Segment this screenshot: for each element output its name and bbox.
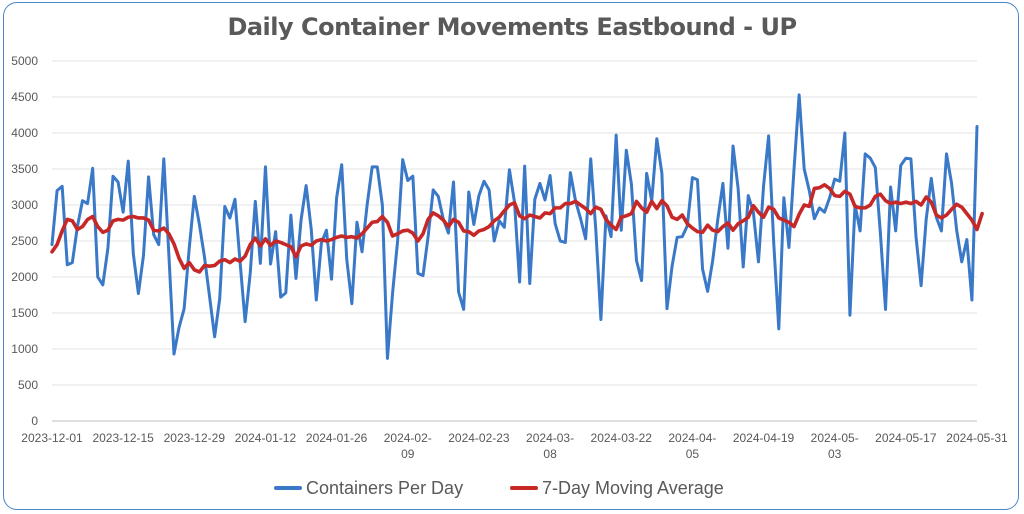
- x-tick-label: 2023-12-29: [164, 431, 226, 445]
- series-line-moving-average: [50, 183, 984, 274]
- series-line-containers-per-day: [50, 93, 979, 360]
- x-tick-label: 2024-03-08: [526, 431, 574, 461]
- chart-title: Daily Container Movements Eastbound - UP: [227, 13, 797, 41]
- x-tick-label: 2023-12-15: [92, 431, 154, 445]
- y-tick-label: 1000: [11, 342, 38, 356]
- x-tick-label: 2024-05-17: [875, 431, 937, 445]
- y-tick-label: 4000: [11, 126, 38, 140]
- y-tick-label: 1500: [11, 306, 38, 320]
- legend-label: 7-Day Moving Average: [542, 478, 724, 498]
- y-tick-label: 4500: [11, 90, 38, 104]
- y-tick-label: 500: [18, 378, 38, 392]
- y-tick-label: 2000: [11, 270, 38, 284]
- x-tick-label: 2024-02-09: [384, 431, 432, 461]
- x-tick-label: 2024-01-26: [306, 431, 368, 445]
- x-tick-label: 2024-04-19: [733, 431, 795, 445]
- y-tick-label: 2500: [11, 234, 38, 248]
- y-tick-label: 0: [31, 414, 38, 428]
- x-tick-label: 2024-05-31: [946, 431, 1008, 445]
- x-tick-label: 2024-04-05: [668, 431, 716, 461]
- y-tick-label: 5000: [11, 54, 38, 68]
- x-tick-label: 2024-01-12: [235, 431, 297, 445]
- y-tick-label: 3500: [11, 162, 38, 176]
- x-tick-label: 2024-02-23: [448, 431, 510, 445]
- y-tick-label: 3000: [11, 198, 38, 212]
- x-tick-label: 2024-05-03: [811, 431, 859, 461]
- legend-label: Containers Per Day: [306, 478, 463, 498]
- x-tick-label: 2023-12-01: [21, 431, 83, 445]
- x-tick-label: 2024-03-22: [591, 431, 653, 445]
